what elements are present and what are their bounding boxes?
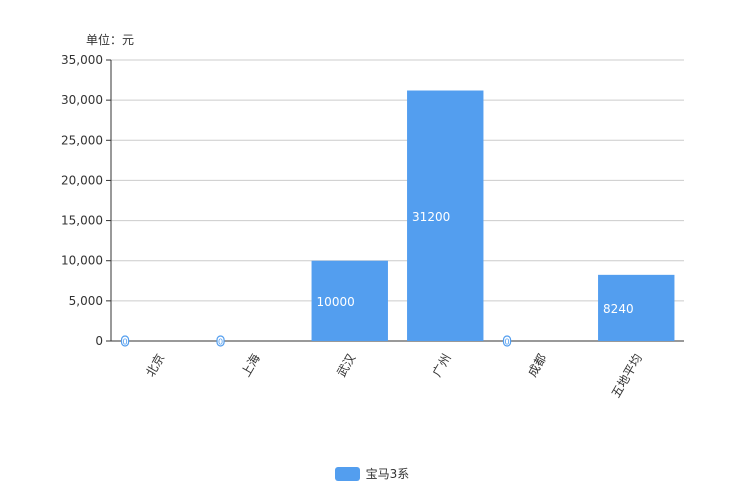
x-tick-label: 武汉	[334, 352, 358, 380]
legend-swatch[interactable]	[334, 466, 360, 481]
y-tick-label: 25,000	[61, 133, 103, 147]
bar-value-label: 8240	[603, 302, 634, 316]
bar-value-label: 0	[218, 338, 223, 347]
zero-marker	[216, 335, 225, 347]
bar	[311, 260, 388, 341]
bar	[407, 90, 484, 341]
bar-value-label: 0	[123, 338, 128, 347]
bar-value-label: 0	[505, 338, 510, 347]
legend[interactable]: 宝马3系	[0, 465, 744, 482]
legend-label[interactable]: 宝马3系	[365, 467, 410, 481]
zero-marker	[120, 335, 130, 347]
bar	[598, 274, 675, 341]
x-tick-label: 广州	[430, 352, 454, 380]
y-tick-label: 30,000	[61, 93, 103, 107]
y-tick-label: 0	[95, 334, 103, 348]
y-tick-label: 10,000	[61, 254, 103, 268]
y-tick-label: 35,000	[61, 53, 103, 67]
y-tick-label: 15,000	[61, 214, 103, 228]
bar-value-label: 31200	[412, 210, 450, 224]
x-tick-label: 成都	[525, 352, 549, 380]
bar-value-label: 10000	[317, 295, 355, 309]
unit-label: 单位：元	[86, 33, 135, 47]
y-tick-label: 5,000	[69, 294, 103, 308]
y-tick-label: 20,000	[61, 173, 103, 187]
x-tick-label: 五地平均	[609, 352, 645, 401]
x-tick-label: 北京	[143, 352, 167, 380]
zero-marker	[502, 335, 512, 347]
x-tick-label: 上海	[238, 351, 263, 379]
